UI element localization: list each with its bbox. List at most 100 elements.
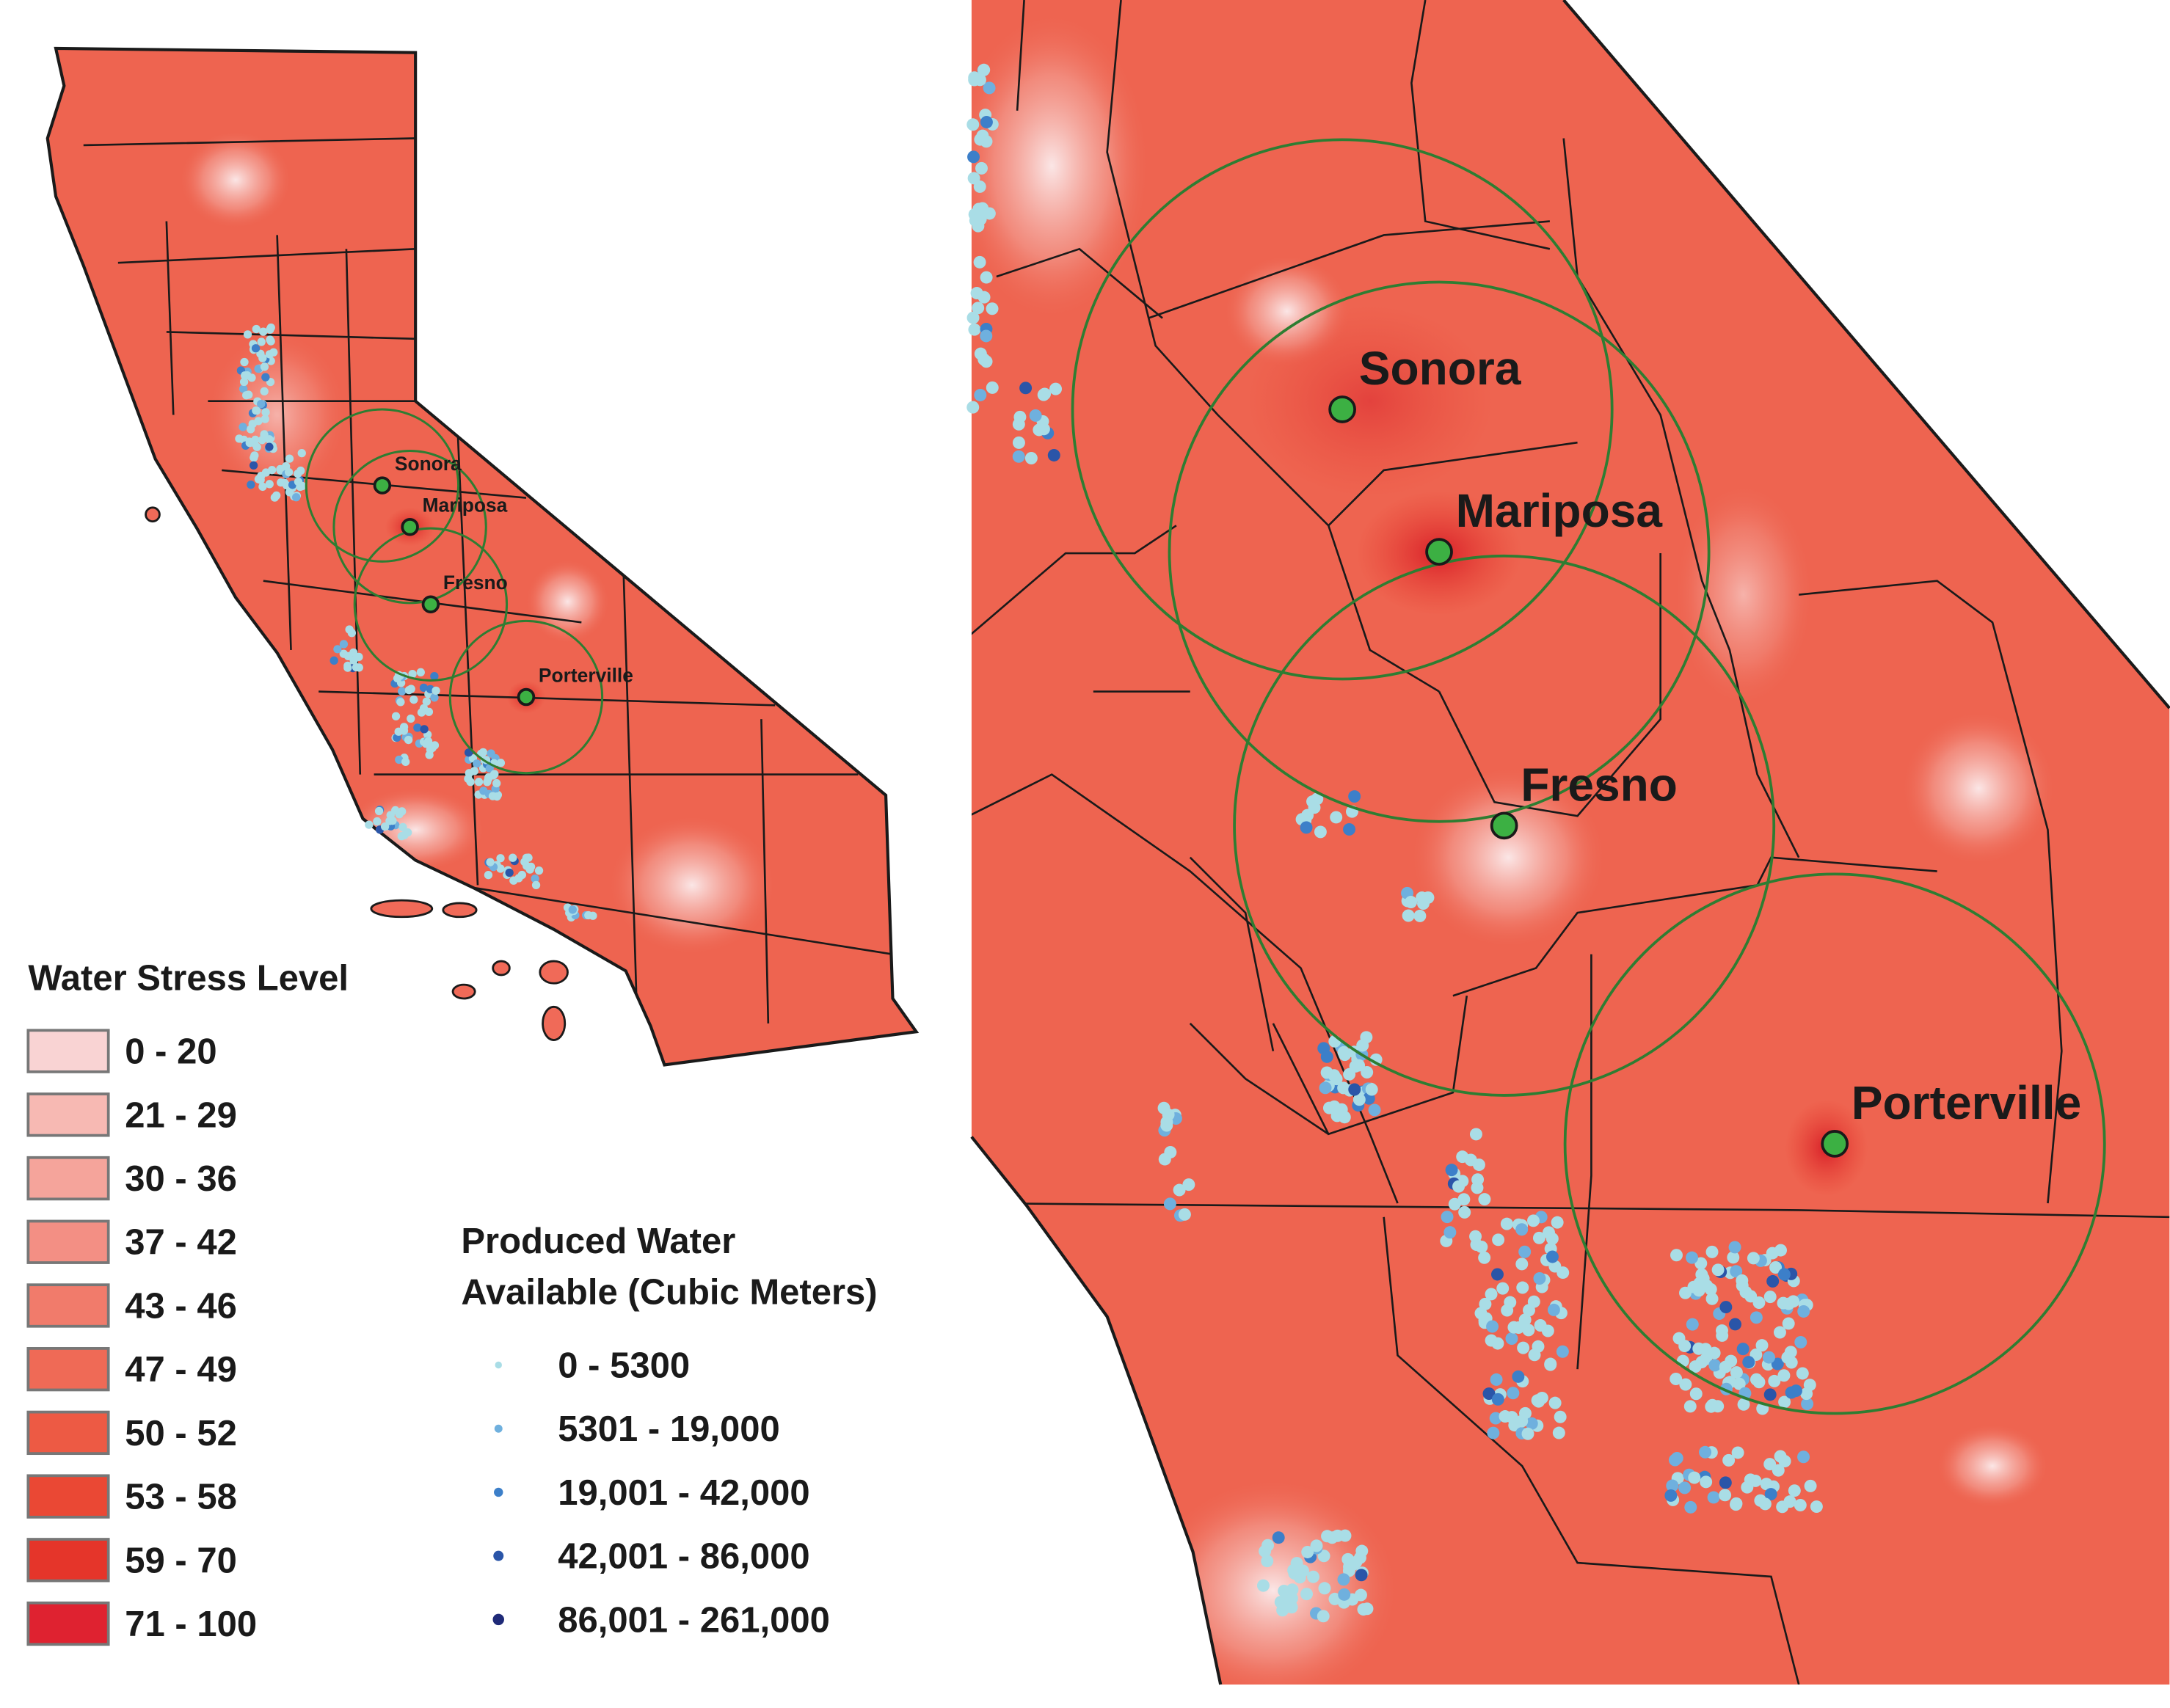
water-stress-legend: Water Stress Level 0 - 20 21 - 29 30 - 36 3…: [26, 959, 349, 1646]
well-point: [1405, 896, 1418, 908]
well-point: [1763, 1458, 1777, 1471]
well-point: [986, 302, 999, 315]
legend-swatch: [26, 1601, 110, 1646]
well-point: [1688, 1471, 1701, 1484]
well-point: [1521, 1427, 1534, 1440]
well-point: [1752, 1376, 1766, 1389]
well-point: [466, 778, 475, 787]
well-point: [1727, 1251, 1740, 1264]
well-point: [1487, 1426, 1500, 1439]
well-point: [1038, 387, 1052, 401]
legend-dot: [493, 1550, 504, 1561]
well-point: [339, 640, 349, 649]
well-point: [517, 870, 527, 880]
state-outline: [45, 46, 920, 1067]
well-point: [1766, 1274, 1780, 1288]
well-point: [1556, 1345, 1569, 1358]
legend-label: 37 - 42: [125, 1223, 237, 1263]
well-point: [1307, 1570, 1319, 1583]
city-label: Fresno: [443, 572, 508, 594]
well-point: [531, 875, 539, 883]
well-point: [1694, 1257, 1708, 1270]
well-point: [1551, 1216, 1564, 1229]
well-point: [980, 135, 993, 148]
well-point: [1719, 1301, 1733, 1314]
well-point: [1499, 1410, 1512, 1423]
well-point: [1773, 1326, 1786, 1339]
well-point: [1728, 1241, 1741, 1254]
well-point: [258, 354, 267, 362]
well-point: [1764, 1488, 1777, 1501]
well-point: [258, 482, 267, 492]
well-point: [1361, 1066, 1374, 1079]
well-point: [1666, 1479, 1679, 1492]
city-label: Porterville: [1852, 1076, 2081, 1129]
well-point: [487, 749, 495, 758]
well-point: [1733, 1377, 1746, 1390]
well-point: [972, 219, 985, 233]
well-point: [1730, 1366, 1743, 1379]
legend-swatch: [26, 1029, 110, 1073]
zoom-map: Sonora Mariposa Fresno Porterville: [966, 0, 2170, 1685]
legend-dot: [495, 1361, 502, 1369]
well-point: [1448, 1197, 1461, 1211]
well-point: [1163, 1197, 1176, 1211]
well-point: [1491, 1393, 1504, 1406]
well-point: [394, 727, 403, 736]
well-point: [1330, 811, 1343, 824]
well-point: [1678, 1340, 1692, 1353]
buffer-circle: [1563, 872, 2106, 1415]
well-point: [242, 391, 251, 400]
well-point: [1402, 909, 1415, 922]
state-fill: [47, 48, 917, 1065]
well-point: [1024, 452, 1038, 465]
buffer-circle: [1233, 554, 1776, 1097]
well-point: [272, 491, 281, 500]
well-point: [430, 672, 439, 681]
well-point: [496, 759, 506, 767]
well-point: [249, 461, 258, 470]
well-point: [1772, 1464, 1785, 1477]
well-point: [1741, 1481, 1754, 1494]
well-point: [1689, 1387, 1703, 1401]
well-point: [1515, 1415, 1529, 1428]
zoom-well-points: [966, 63, 1823, 1623]
well-point: [247, 481, 255, 489]
well-point: [261, 408, 270, 417]
well-point: [1012, 450, 1025, 463]
legend-label: 86,001 - 261,000: [558, 1600, 830, 1640]
well-point: [1310, 1539, 1323, 1552]
overview-map: Sonora Mariposa Fresno Porterville: [45, 46, 920, 1067]
well-point: [1489, 1412, 1502, 1425]
well-point: [1794, 1335, 1807, 1348]
well-point: [239, 384, 248, 393]
well-point: [1518, 1245, 1532, 1258]
well-point: [261, 415, 269, 423]
well-point: [245, 439, 254, 448]
well-point: [1507, 1321, 1521, 1334]
well-point: [1348, 790, 1361, 803]
well-point: [1343, 822, 1356, 836]
well-point: [280, 478, 289, 487]
well-point: [1331, 1529, 1344, 1542]
well-point: [976, 202, 989, 215]
well-point: [284, 467, 294, 477]
well-point: [243, 371, 252, 380]
well-point: [343, 663, 352, 672]
well-point: [1547, 1303, 1560, 1316]
well-point: [1355, 1569, 1368, 1582]
well-point: [1525, 1417, 1538, 1430]
well-point: [297, 449, 306, 458]
well-point: [1162, 1108, 1175, 1121]
city-marker: [1490, 811, 1518, 840]
legend-dot: [494, 1487, 503, 1497]
well-point: [973, 255, 986, 269]
well-point: [484, 871, 493, 880]
buffer-circle: [1071, 138, 1614, 681]
well-point: [1769, 1261, 1783, 1274]
well-point: [285, 454, 294, 463]
legend-swatch: [26, 1538, 110, 1583]
well-point: [1517, 1341, 1530, 1354]
